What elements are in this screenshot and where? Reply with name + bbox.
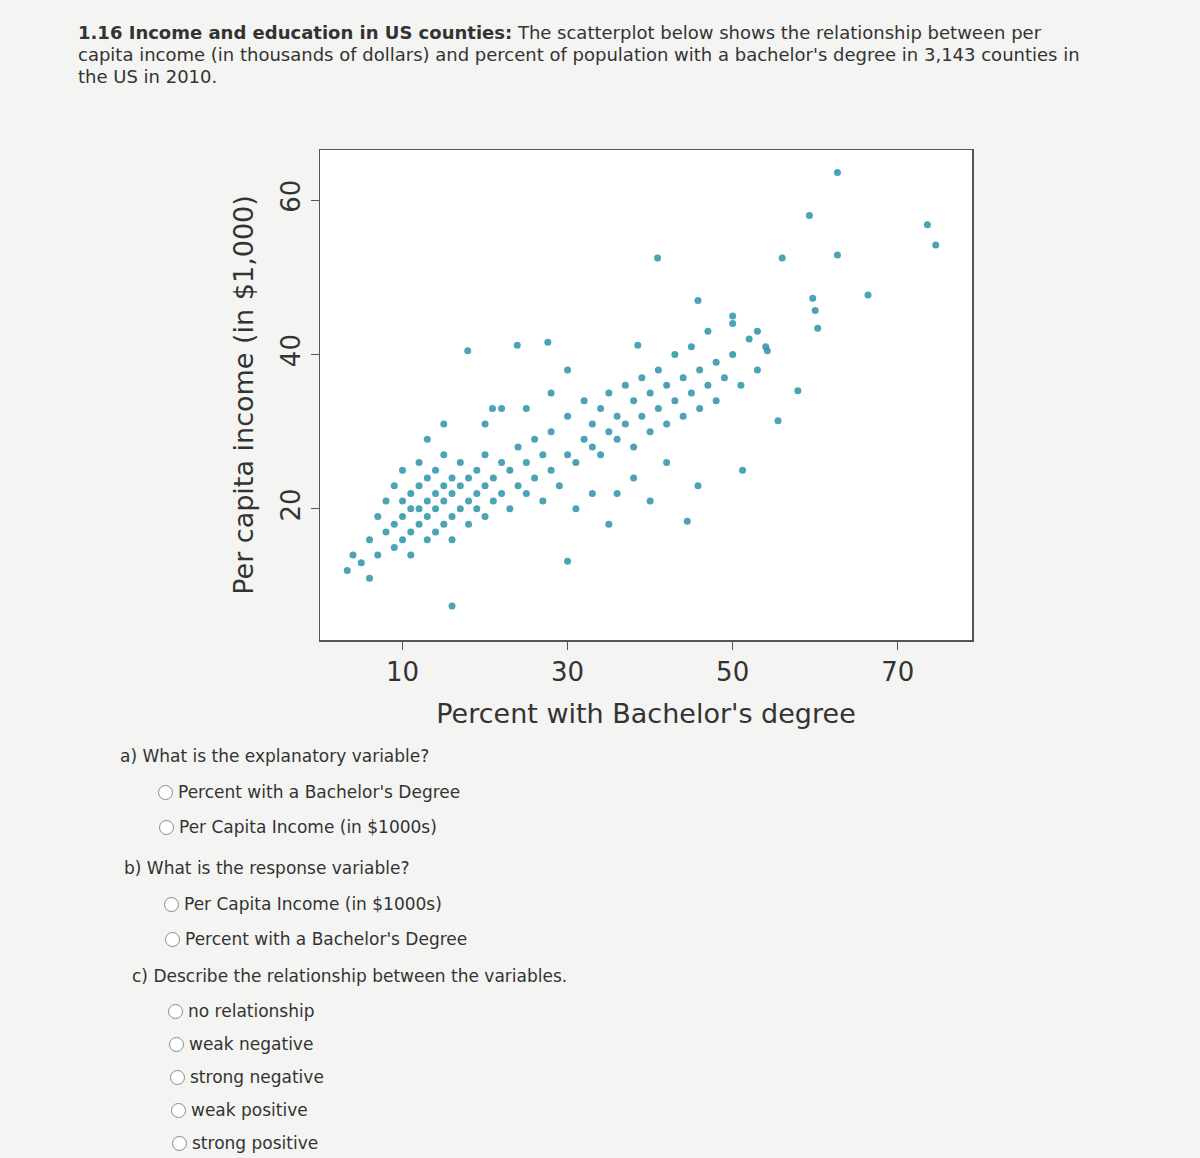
html-text:Percent with a Bachelor's Degr: Percent with a Bachelor's Degree (178, 782, 461, 802)
html-text:c) Describe the relationship b: c) Describe the relationship between the… (132, 966, 568, 986)
html-text:Per Capita Income (in $1000s): Per Capita Income (in $1000s) (184, 894, 442, 914)
html-text:weak negative: weak negative (189, 1034, 314, 1054)
html-text:strong positive: strong positive (192, 1133, 319, 1153)
svg-text:Percent with Bachelor's degree: Percent with Bachelor's degree (436, 698, 856, 729)
svg-text:60: 60 (276, 180, 306, 213)
html-text:weak positive: weak positive (191, 1100, 308, 1120)
html-text:1.16 Income and education in U: 1.16 Income and education in US counties… (78, 22, 1080, 87)
html-text:b) What is the response variab: b) What is the response variable? (124, 858, 410, 878)
html-text:Per Capita Income (in $1000s): Per Capita Income (in $1000s) (179, 817, 437, 837)
svg-text:50: 50 (716, 657, 749, 687)
html-text:Percent with a Bachelor's Degr: Percent with a Bachelor's Degree (185, 929, 468, 949)
svg-text:40: 40 (276, 334, 306, 367)
svg-text:20: 20 (276, 488, 306, 521)
html-text:a) What is the explanatory var: a) What is the explanatory variable? (120, 746, 430, 766)
svg-text:Per capita income (in $1,000): Per capita income (in $1,000) (228, 195, 259, 595)
svg-text:10: 10 (386, 657, 419, 687)
svg-text:70: 70 (881, 657, 914, 687)
html-text:strong negative: strong negative (190, 1067, 324, 1087)
svg-text:30: 30 (551, 657, 584, 687)
html-text:no relationship: no relationship (188, 1001, 315, 1021)
